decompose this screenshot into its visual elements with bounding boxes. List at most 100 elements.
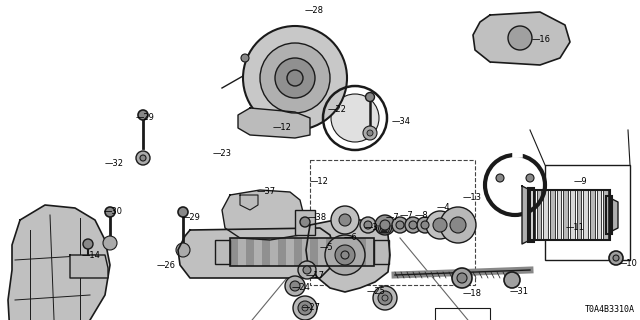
Circle shape <box>392 217 408 233</box>
Circle shape <box>364 221 372 229</box>
Circle shape <box>136 151 150 165</box>
Bar <box>254 238 262 266</box>
Circle shape <box>341 251 349 259</box>
Bar <box>270 238 278 266</box>
Text: —17: —17 <box>306 270 325 279</box>
Bar <box>246 238 254 266</box>
Text: —14: —14 <box>82 251 101 260</box>
Circle shape <box>241 54 249 62</box>
Polygon shape <box>610 198 618 232</box>
Text: —8: —8 <box>415 211 429 220</box>
Text: —31: —31 <box>510 287 529 297</box>
Bar <box>318 238 326 266</box>
Circle shape <box>287 70 303 86</box>
Text: —12: —12 <box>273 124 292 132</box>
Text: —7: —7 <box>386 213 400 222</box>
Polygon shape <box>222 190 305 240</box>
Circle shape <box>508 26 532 50</box>
Bar <box>530 190 534 240</box>
Circle shape <box>331 94 379 142</box>
Circle shape <box>331 206 359 234</box>
Bar <box>537 190 541 240</box>
Bar <box>334 238 342 266</box>
Text: —3: —3 <box>365 223 379 233</box>
Circle shape <box>450 217 466 233</box>
Circle shape <box>421 221 429 229</box>
Bar <box>326 238 334 266</box>
Circle shape <box>365 92 374 101</box>
Text: T0A4B3310A: T0A4B3310A <box>585 305 635 314</box>
Circle shape <box>302 305 308 311</box>
Bar <box>530 190 610 240</box>
Polygon shape <box>238 108 310 138</box>
Circle shape <box>298 261 316 279</box>
Circle shape <box>417 217 433 233</box>
Polygon shape <box>8 205 110 320</box>
Circle shape <box>260 43 330 113</box>
Text: —27: —27 <box>302 303 321 313</box>
Bar <box>550 190 555 240</box>
Circle shape <box>609 251 623 265</box>
Circle shape <box>380 220 390 230</box>
Bar <box>563 190 568 240</box>
Text: —34: —34 <box>392 117 411 126</box>
Polygon shape <box>240 195 258 210</box>
Bar <box>577 190 581 240</box>
Circle shape <box>298 301 312 315</box>
Circle shape <box>504 272 520 288</box>
Bar <box>374 240 389 264</box>
Text: —29: —29 <box>182 213 201 222</box>
Circle shape <box>426 211 454 239</box>
Bar <box>238 238 246 266</box>
Circle shape <box>526 174 534 182</box>
Circle shape <box>496 174 504 182</box>
Circle shape <box>457 273 467 283</box>
Text: —16: —16 <box>532 36 551 44</box>
Text: —12: —12 <box>310 178 329 187</box>
Text: —18: —18 <box>463 289 482 298</box>
Text: —9: —9 <box>574 178 588 187</box>
Circle shape <box>339 214 351 226</box>
Polygon shape <box>522 186 530 244</box>
Circle shape <box>138 110 148 120</box>
Circle shape <box>452 268 472 288</box>
Circle shape <box>243 26 347 130</box>
Bar <box>310 238 318 266</box>
Circle shape <box>396 221 404 229</box>
Bar <box>230 238 374 266</box>
Bar <box>215 240 230 264</box>
Text: —10: —10 <box>619 259 638 268</box>
Bar <box>262 238 270 266</box>
Bar <box>435 308 490 320</box>
Circle shape <box>303 266 311 274</box>
Circle shape <box>440 207 476 243</box>
Circle shape <box>290 281 300 291</box>
Circle shape <box>378 291 392 305</box>
Polygon shape <box>178 228 335 278</box>
Circle shape <box>325 235 365 275</box>
Text: —32: —32 <box>105 158 124 167</box>
Circle shape <box>105 207 115 217</box>
Text: —13: —13 <box>463 194 482 203</box>
Circle shape <box>83 239 93 249</box>
Circle shape <box>375 215 395 235</box>
Text: —29: —29 <box>136 114 155 123</box>
Bar <box>295 210 315 235</box>
Bar <box>302 238 310 266</box>
Text: —30: —30 <box>104 207 123 217</box>
Bar <box>590 190 595 240</box>
Circle shape <box>363 126 377 140</box>
Circle shape <box>382 295 388 301</box>
Text: —7: —7 <box>400 211 413 220</box>
Bar <box>545 165 630 260</box>
Bar <box>286 238 294 266</box>
Bar <box>606 196 612 234</box>
Bar <box>358 238 366 266</box>
Bar <box>570 190 575 240</box>
Circle shape <box>285 276 305 296</box>
Text: —22: —22 <box>328 106 347 115</box>
Circle shape <box>103 236 117 250</box>
Text: —5: —5 <box>320 244 333 252</box>
Text: —11: —11 <box>566 223 585 233</box>
Circle shape <box>373 286 397 310</box>
